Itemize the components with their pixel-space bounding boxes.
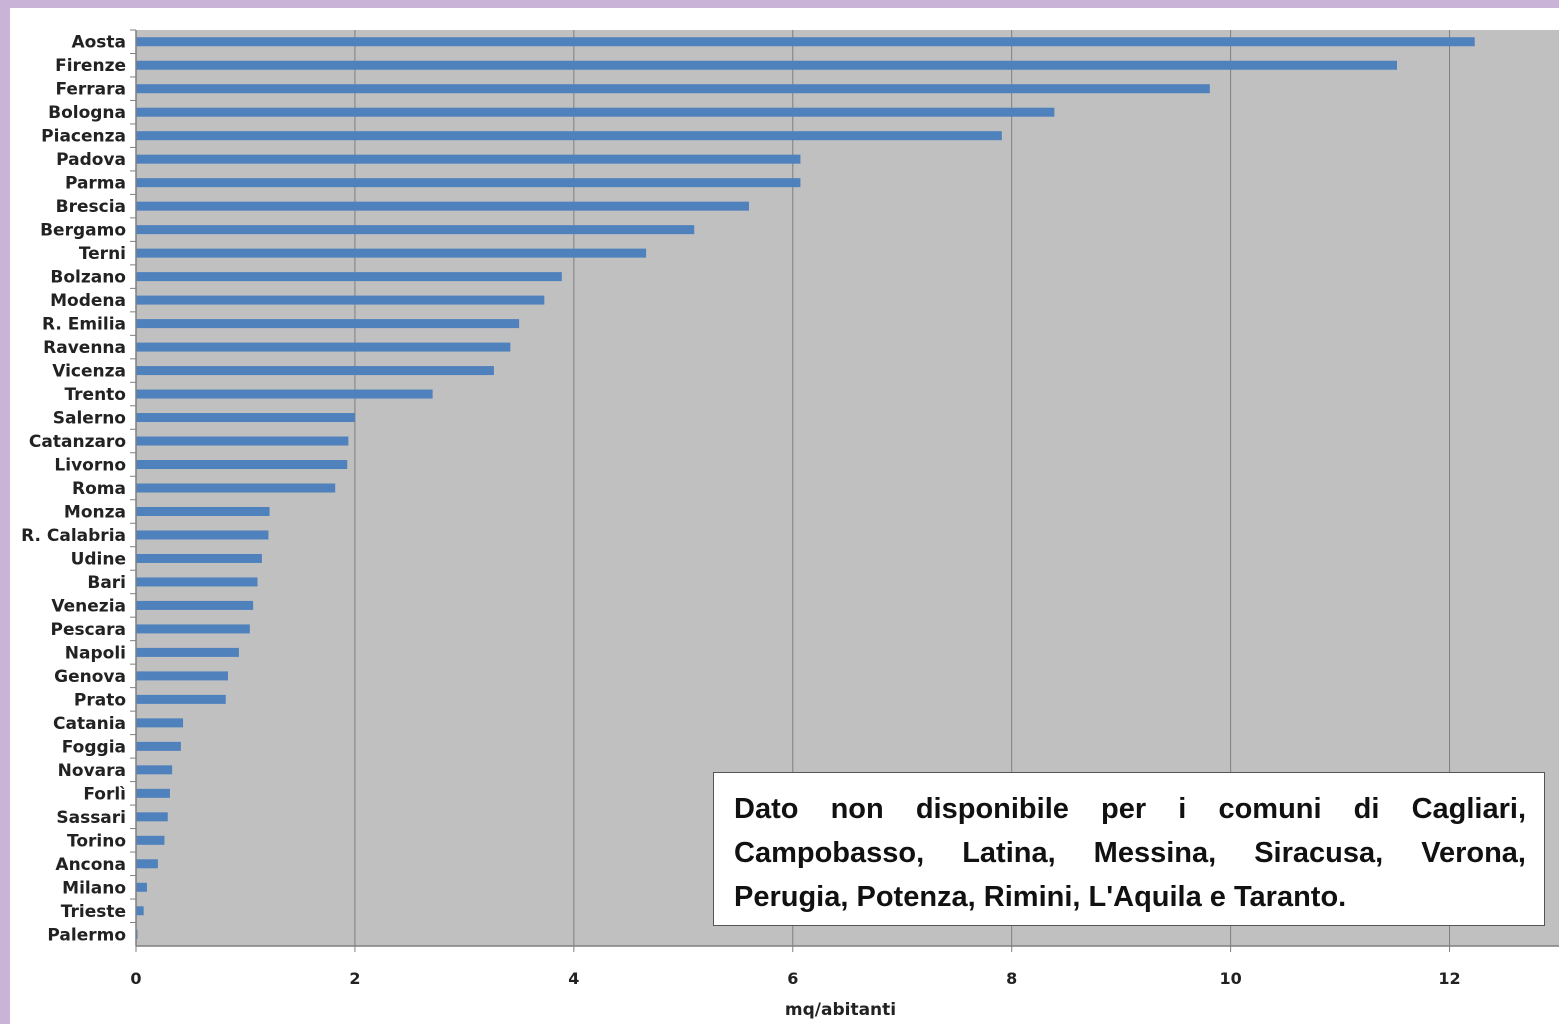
y-tick-label: Bolzano: [50, 268, 126, 288]
y-tick-label: Foggia: [62, 737, 126, 757]
y-tick-label: Napoli: [65, 643, 126, 663]
bar: [136, 154, 801, 164]
bar: [136, 131, 1002, 141]
y-tick-label: Torino: [67, 831, 126, 851]
y-tick-label: Roma: [72, 479, 126, 499]
y-tick-label: Venezia: [51, 596, 126, 616]
bar: [136, 295, 545, 305]
y-tick-label: Trieste: [61, 902, 126, 922]
x-tick-label: 4: [568, 969, 579, 988]
y-tick-label: Bari: [87, 573, 126, 593]
bar: [136, 835, 165, 845]
y-tick-label: Catanzaro: [29, 432, 126, 452]
y-tick-label: Ancona: [55, 855, 126, 875]
y-tick-label: Bologna: [48, 103, 126, 123]
bar: [136, 60, 1397, 70]
x-axis-title: mq/abitanti: [785, 1000, 896, 1020]
bar: [136, 483, 336, 493]
bar: [136, 553, 262, 563]
bar: [136, 436, 349, 446]
y-tick-label: Catania: [53, 714, 126, 734]
bar: [136, 765, 173, 775]
y-tick-label: Ferrara: [55, 80, 126, 100]
y-tick-label: Bergamo: [40, 221, 126, 241]
bar: [136, 107, 1055, 117]
bar: [136, 460, 348, 470]
x-axis: 0 2 4 6 8 10 12: [130, 945, 1559, 988]
bars: [136, 37, 1475, 939]
y-tick-label: Livorno: [54, 456, 126, 476]
bar: [136, 178, 801, 188]
y-tick-label: Genova: [54, 667, 126, 687]
bar: [136, 647, 239, 657]
y-tick-label: Milano: [62, 878, 126, 898]
bar: [136, 882, 147, 892]
bar: [136, 624, 250, 634]
chart-frame: Aosta Firenze Ferrara Bologna Piacenza Padova…: [10, 8, 1559, 1024]
y-tick-label: Modena: [50, 291, 126, 311]
y-tick-label: Padova: [56, 150, 126, 170]
x-tick-label: 0: [130, 969, 141, 988]
y-tick-label: Vicenza: [52, 362, 126, 382]
x-tick-label: 8: [1006, 969, 1017, 988]
bar: [136, 366, 494, 376]
x-tick-label: 6: [787, 969, 798, 988]
bar: [136, 859, 158, 869]
y-tick-label: Piacenza: [41, 127, 126, 147]
bar: [136, 342, 511, 352]
bar: [136, 413, 355, 423]
y-tick-label: Brescia: [56, 197, 126, 217]
y-tick-label: Parma: [65, 174, 126, 194]
y-tick-label: Monza: [64, 502, 126, 522]
bar: [136, 694, 226, 704]
y-tick-label: Ravenna: [43, 338, 126, 358]
y-tick-label: Trento: [64, 385, 126, 405]
y-tick-label: Pescara: [50, 620, 126, 640]
bar: [136, 906, 144, 916]
bar: [136, 272, 562, 282]
x-tick-label: 2: [349, 969, 360, 988]
y-tick-label: Salerno: [53, 409, 126, 429]
y-tick-label: R. Calabria: [21, 526, 126, 546]
x-tick-label: 12: [1438, 969, 1460, 988]
y-tick-label: Udine: [71, 549, 126, 569]
bar: [136, 530, 269, 540]
y-tick-label: R. Emilia: [42, 315, 126, 335]
y-tick-label: Firenze: [55, 56, 126, 76]
bar: [136, 84, 1210, 94]
bar: [136, 37, 1475, 47]
bar: [136, 812, 168, 822]
bar: [136, 718, 184, 728]
y-axis: Aosta Firenze Ferrara Bologna Piacenza Padova…: [21, 29, 137, 946]
bar: [136, 225, 695, 235]
bar: [136, 788, 170, 798]
x-tick-label: 10: [1219, 969, 1241, 988]
bar: [136, 248, 647, 258]
bar: [136, 600, 254, 610]
y-tick-label: Sassari: [56, 808, 126, 828]
y-tick-label: Aosta: [71, 33, 126, 53]
bar: [136, 577, 258, 587]
bar: [136, 506, 270, 516]
y-tick-label: Forlì: [83, 784, 126, 804]
y-tick-label: Novara: [58, 761, 126, 781]
y-tick-label: Terni: [79, 244, 126, 264]
bar: [136, 741, 181, 751]
bar: [136, 319, 520, 329]
bar: [136, 671, 228, 681]
bar: [136, 201, 749, 211]
note-box: Dato non disponibile per i comuni di Cag…: [713, 772, 1545, 926]
bar: [136, 389, 433, 399]
y-tick-label: Palermo: [47, 925, 126, 945]
y-tick-label: Prato: [74, 690, 126, 710]
